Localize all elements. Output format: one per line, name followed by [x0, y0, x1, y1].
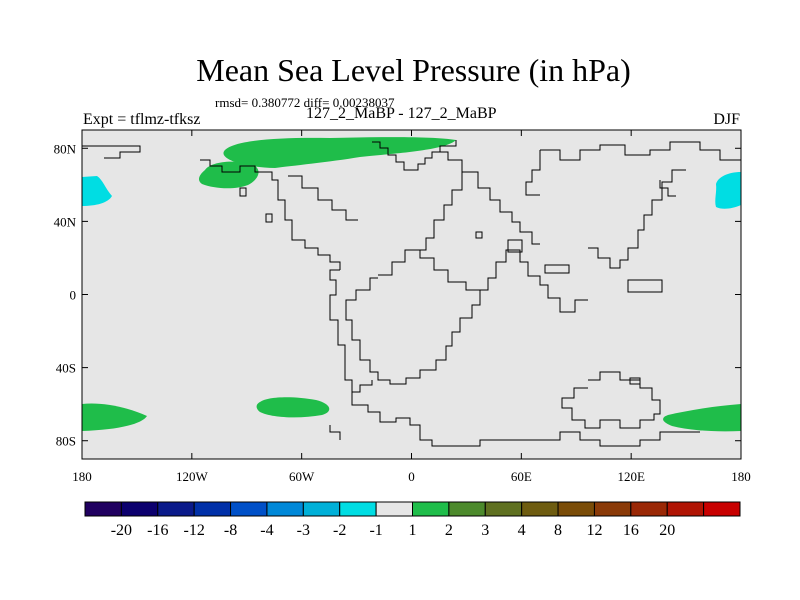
lat-tick-label: 80S [56, 434, 76, 449]
colorbar-swatch-0 [84, 501, 122, 517]
colorbar-swatch-6 [302, 501, 341, 517]
shaded-regions [82, 137, 741, 432]
colorbar-swatch-5 [266, 501, 304, 517]
colorbar-swatch-7 [339, 501, 377, 517]
colorbar-label: -4 [260, 522, 273, 539]
experiment-label: Expt = tflmz-tfksz [83, 111, 201, 128]
north-pacific-west-negative-right [715, 172, 741, 209]
north-pacific-west-negative-left [82, 176, 112, 206]
colorbar-label: 20 [659, 522, 675, 539]
lon-tick-label: 60W [289, 469, 315, 484]
lon-tick-label: 60E [511, 469, 532, 484]
colorbar-label: 1 [409, 522, 417, 539]
colorbar-label: -1 [369, 522, 382, 539]
colorbar-swatch-3 [193, 501, 232, 517]
colorbar-label: -8 [224, 522, 237, 539]
colorbar-swatch-2 [157, 501, 195, 517]
colorbar-label: -12 [184, 522, 205, 539]
experiment-comparison: 127_2_MaBP - 127_2_MaBP [306, 105, 497, 122]
map-background [82, 130, 741, 459]
lon-tick-label: 180 [72, 469, 92, 484]
latitude-axis: 80N 40N 0 40S 80S [54, 141, 741, 449]
colorbar: -20 -16 -12 -8 -4 -3 -2 -1 1 2 3 4 8 12 16 20 [84, 501, 741, 539]
lat-tick-label: 40N [54, 214, 77, 229]
rmsd-diff-stats: rmsd= 0.380772 diff= 0.00238037 [215, 95, 395, 110]
colorbar-swatch-11 [484, 501, 523, 517]
colorbar-swatch-13 [557, 501, 595, 517]
colorbar-swatch-4 [230, 501, 268, 517]
longitude-axis: 180 120W 60W 0 60E 120E 180 [72, 130, 751, 484]
colorbar-swatch-8 [375, 501, 414, 517]
lon-tick-label: 0 [408, 469, 415, 484]
colorbar-swatch-1 [120, 501, 159, 517]
colorbar-swatch-14 [593, 501, 632, 517]
lon-tick-label: 120E [617, 469, 645, 484]
colorbar-label: 12 [586, 522, 602, 539]
colorbar-label: 4 [518, 522, 526, 539]
coastlines [82, 140, 741, 447]
colorbar-label: 8 [554, 522, 562, 539]
colorbar-label: 2 [445, 522, 453, 539]
map-panel [81, 129, 742, 460]
colorbar-label: -3 [297, 522, 310, 539]
colorbar-swatch-15 [630, 501, 668, 517]
colorbar-swatch-12 [521, 501, 559, 517]
arctic-band-positive [223, 137, 456, 168]
lon-tick-label: 120W [176, 469, 209, 484]
colorbar-swatch-16 [666, 501, 705, 517]
lat-tick-label: 40S [56, 361, 76, 376]
season-label: DJF [713, 111, 740, 128]
southern-ocean-positive-mid [256, 397, 330, 418]
lat-tick-label: 0 [70, 288, 77, 303]
north-pacific-east-positive [198, 161, 259, 189]
colorbar-label: -20 [111, 522, 132, 539]
colorbar-swatch-10 [448, 501, 486, 517]
colorbar-label: 3 [481, 522, 489, 539]
colorbar-label: -16 [147, 522, 168, 539]
lon-tick-label: 180 [731, 469, 751, 484]
colorbar-label: -2 [333, 522, 346, 539]
colorbar-swatch-17 [703, 501, 741, 517]
colorbar-swatch-9 [412, 501, 450, 517]
plot-title: Mean Sea Level Pressure (in hPa) [196, 52, 631, 88]
southern-ocean-positive-left [82, 403, 147, 431]
southern-ocean-positive-right [663, 404, 741, 432]
lat-tick-label: 80N [54, 141, 77, 156]
colorbar-label: 16 [623, 522, 639, 539]
